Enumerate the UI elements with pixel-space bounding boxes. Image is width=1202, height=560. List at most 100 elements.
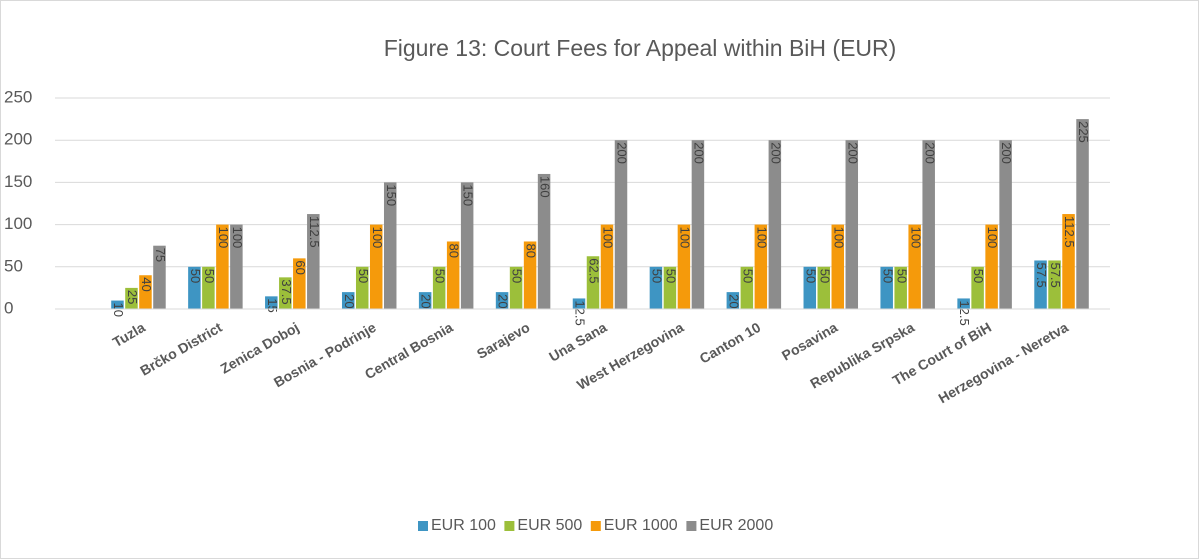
- data-label: 80: [524, 243, 539, 257]
- bar: [649, 266, 663, 309]
- bar: [999, 140, 1012, 309]
- bar: [1034, 260, 1047, 309]
- bar: [139, 275, 152, 309]
- data-label: 100: [831, 227, 846, 249]
- data-label: 100: [216, 227, 231, 249]
- data-label: 100: [370, 227, 385, 249]
- bar: [537, 173, 551, 309]
- bar: [572, 298, 586, 309]
- y-tick-label: 250: [4, 87, 32, 106]
- bar: [125, 287, 138, 309]
- bar: [418, 292, 432, 309]
- bar: [509, 266, 523, 309]
- bar: [446, 241, 460, 309]
- bar: [726, 292, 740, 309]
- bar: [523, 241, 537, 309]
- bar: [768, 140, 782, 309]
- bar: [894, 266, 907, 309]
- data-label: 62.5: [587, 258, 602, 283]
- data-label: 20: [419, 294, 434, 308]
- data-label: 50: [649, 269, 664, 283]
- data-label: 40: [139, 277, 154, 291]
- data-label: 150: [384, 184, 399, 206]
- y-tick-label: 200: [4, 130, 32, 149]
- data-label: 60: [293, 260, 308, 274]
- bar: [265, 296, 278, 309]
- data-label: 50: [894, 269, 909, 283]
- data-label: 200: [922, 142, 937, 164]
- bar: [677, 224, 691, 309]
- bar: [922, 140, 935, 309]
- data-label: 50: [188, 269, 203, 283]
- bar: [908, 224, 921, 309]
- bar: [971, 266, 984, 309]
- data-label: 15: [265, 298, 280, 312]
- bar: [293, 258, 306, 309]
- legend-label: EUR 2000: [699, 517, 773, 534]
- bar: [355, 266, 369, 309]
- bar: [432, 266, 446, 309]
- bar: [817, 266, 831, 309]
- legend-label: EUR 500: [517, 517, 582, 534]
- data-label: 200: [615, 142, 630, 164]
- bar: [383, 182, 397, 309]
- data-label: 50: [510, 269, 525, 283]
- data-label: 200: [691, 142, 706, 164]
- data-label: 112.5: [307, 216, 322, 248]
- bar: [880, 266, 893, 309]
- bar: [586, 256, 600, 309]
- data-label: 50: [740, 269, 755, 283]
- bar: [341, 292, 355, 309]
- legend-swatch: [418, 521, 428, 531]
- bar: [691, 140, 705, 309]
- bar: [495, 292, 509, 309]
- data-label: 37.5: [279, 279, 294, 304]
- data-label: 50: [971, 269, 986, 283]
- bar: [369, 224, 383, 309]
- data-label: 57.5: [1048, 262, 1063, 287]
- data-label: 225: [1076, 121, 1091, 143]
- data-label: 112.5: [1062, 216, 1077, 248]
- bar: [202, 266, 215, 309]
- legend-swatch: [590, 521, 601, 531]
- data-label: 10: [111, 303, 126, 317]
- data-label: 100: [677, 227, 692, 249]
- bar: [460, 182, 474, 309]
- bar: [845, 140, 859, 309]
- bar: [1048, 260, 1061, 309]
- data-label: 50: [433, 269, 448, 283]
- bar: [740, 266, 754, 309]
- y-tick-label: 0: [4, 298, 13, 317]
- bar: [957, 298, 970, 309]
- bar: [663, 266, 677, 309]
- data-label: 160: [538, 176, 553, 198]
- data-label: 150: [461, 184, 476, 206]
- data-label: 200: [845, 142, 860, 164]
- chart-title: Figure 13: Court Fees for Appeal within …: [384, 35, 897, 61]
- data-label: 100: [908, 227, 923, 249]
- bar: [803, 266, 817, 309]
- legend-label: EUR 100: [431, 517, 496, 534]
- y-tick-label: 150: [4, 172, 32, 191]
- data-label: 200: [768, 142, 783, 164]
- data-label: 12.5: [573, 300, 588, 325]
- y-tick-label: 100: [4, 214, 32, 233]
- bar: [230, 224, 243, 309]
- data-label: 50: [202, 269, 217, 283]
- data-label: 100: [230, 227, 245, 249]
- bar: [754, 224, 768, 309]
- legend-label: EUR 1000: [604, 517, 678, 534]
- data-label: 80: [447, 243, 462, 257]
- data-label: 50: [817, 269, 832, 283]
- bar: [614, 140, 628, 309]
- bar: [1076, 119, 1089, 309]
- data-label: 20: [726, 294, 741, 308]
- data-label: 200: [999, 142, 1014, 164]
- data-label: 20: [342, 294, 357, 308]
- data-label: 50: [803, 269, 818, 283]
- data-label: 20: [496, 294, 511, 308]
- legend-swatch: [686, 521, 697, 531]
- bar: [153, 245, 166, 309]
- bar: [831, 224, 845, 309]
